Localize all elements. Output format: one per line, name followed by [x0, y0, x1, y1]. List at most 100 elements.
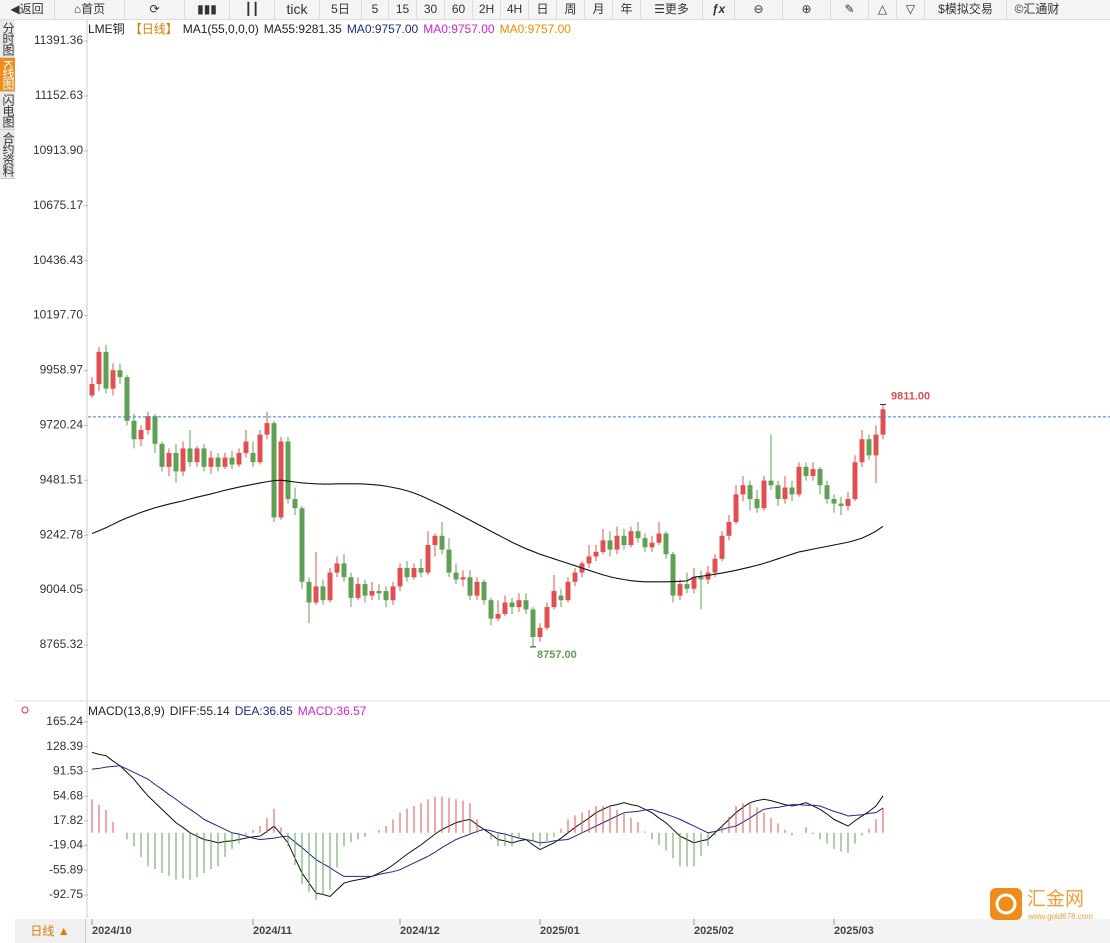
watermark-logo — [990, 888, 1022, 920]
back-button[interactable]: ◀返回 — [0, 0, 55, 19]
zoom-out-button[interactable]: ⊖ — [735, 0, 783, 19]
candle-body — [355, 584, 361, 598]
candle-body — [453, 572, 459, 580]
candle-body — [313, 586, 319, 603]
candle-body — [362, 584, 368, 596]
candle-body — [817, 469, 823, 486]
candle-body — [383, 590, 389, 601]
candle-body — [572, 572, 578, 582]
period-button[interactable]: 2H — [473, 0, 501, 19]
candle-body — [215, 457, 221, 467]
period-button[interactable]: 5 — [362, 0, 389, 19]
candle-body — [194, 448, 200, 463]
candle-body — [376, 590, 382, 594]
candle-body — [747, 485, 753, 500]
candle-body — [628, 531, 634, 546]
y-tick-label: -55.89 — [49, 862, 83, 876]
side-tab[interactable]: K线图 — [0, 58, 15, 93]
candle-body — [768, 480, 774, 486]
candle-body — [663, 533, 669, 555]
candle-body — [439, 535, 445, 550]
y-tick-label: 17.82 — [53, 813, 83, 827]
candle-body — [348, 577, 354, 598]
period-button[interactable]: 月 — [585, 0, 613, 19]
candle-body — [544, 607, 550, 628]
candle-body — [733, 494, 739, 523]
y-tick-label: 10675.17 — [33, 198, 83, 212]
candle-body — [509, 602, 515, 608]
side-tab[interactable]: 合约资料 — [0, 130, 15, 180]
refresh-button[interactable]: ⟳ — [125, 0, 185, 19]
legend: LME铜 【日线】 MA1(55,0,0,0) MA55:9281.35 MA0:975… — [88, 21, 571, 36]
side-tab[interactable]: 分时图 — [0, 20, 15, 58]
period-button[interactable]: 周 — [557, 0, 585, 19]
legend-item: MACD:36.57 — [298, 704, 367, 718]
down-button[interactable]: ▽ — [897, 0, 925, 19]
legend-item: MA55:9281.35 — [264, 22, 342, 36]
macd-line — [91, 765, 884, 877]
candle-body — [173, 453, 179, 472]
zoom-in-button[interactable]: ⊕ — [783, 0, 831, 19]
bars-icon[interactable]: ▮▮▮ — [185, 0, 230, 19]
candle-body — [446, 549, 452, 573]
htc-button[interactable]: ©汇通财 — [1014, 2, 1060, 16]
draw-button[interactable]: ✎ — [831, 0, 869, 19]
candle-body — [425, 545, 431, 573]
candle-body — [530, 609, 536, 637]
candle-body — [432, 535, 438, 546]
candle-body — [761, 480, 767, 509]
legend-item: MA1(55,0,0,0) — [183, 22, 259, 36]
formula-button[interactable]: ƒx — [703, 0, 735, 19]
candle-body — [467, 577, 473, 596]
candle-body — [691, 577, 697, 589]
htc-label: 汇通财 — [1023, 2, 1060, 16]
candle-body — [516, 600, 522, 608]
candle-body — [89, 384, 95, 396]
y-tick-label: 10197.70 — [33, 308, 83, 322]
period-button[interactable]: 30 — [417, 0, 445, 19]
y-tick-label: 165.24 — [46, 714, 83, 728]
y-tick-label: 8765.32 — [40, 637, 84, 651]
period-button[interactable]: 15 — [389, 0, 417, 19]
tick-button[interactable]: tick — [275, 0, 320, 19]
period-button[interactable]: 日 — [529, 0, 557, 19]
settings-icon[interactable] — [21, 706, 29, 714]
period-button[interactable]: 4H — [501, 0, 529, 19]
candle-body — [670, 554, 676, 596]
candle-body — [607, 540, 613, 550]
candle-body — [859, 439, 865, 463]
extreme-label: 8757.00 — [537, 649, 577, 661]
candle-body — [236, 453, 242, 465]
more-button[interactable]: ☰更多 — [641, 0, 703, 19]
candle-body — [565, 581, 571, 601]
candle-body — [208, 457, 214, 467]
candle-icon[interactable]: ┃┃ — [230, 0, 275, 19]
home-button[interactable]: ⌂首页 — [55, 0, 125, 19]
candle-body — [159, 443, 165, 467]
candle-body — [250, 453, 256, 463]
candle-body — [740, 485, 746, 495]
ma-line — [91, 479, 884, 583]
x-tick-label: 2024/10 — [92, 925, 132, 937]
period-selector[interactable]: 日线 ▲ — [15, 919, 86, 943]
up-button[interactable]: △ — [869, 0, 897, 19]
side-tab[interactable]: 闪电图 — [0, 92, 15, 131]
y-tick-label: -19.04 — [49, 838, 83, 852]
candle-body — [684, 584, 690, 589]
candle-body — [481, 581, 487, 601]
candle-body — [187, 448, 193, 463]
candle-body — [586, 556, 592, 564]
sim-trade-button[interactable]: $模拟交易 — [925, 0, 1007, 19]
candle-body — [621, 535, 627, 546]
period-button[interactable]: 5日 — [320, 0, 362, 19]
candle-body — [852, 462, 858, 500]
candle-body — [306, 581, 312, 603]
period-button[interactable]: 年 — [613, 0, 641, 19]
sim-trade-label: 模拟交易 — [944, 2, 993, 16]
candle-body — [754, 499, 760, 509]
candle-body — [593, 551, 599, 557]
period-button[interactable]: 60 — [445, 0, 473, 19]
candle-body — [831, 499, 837, 504]
watermark-icon — [995, 893, 1017, 915]
y-tick-label: 128.39 — [46, 739, 83, 753]
